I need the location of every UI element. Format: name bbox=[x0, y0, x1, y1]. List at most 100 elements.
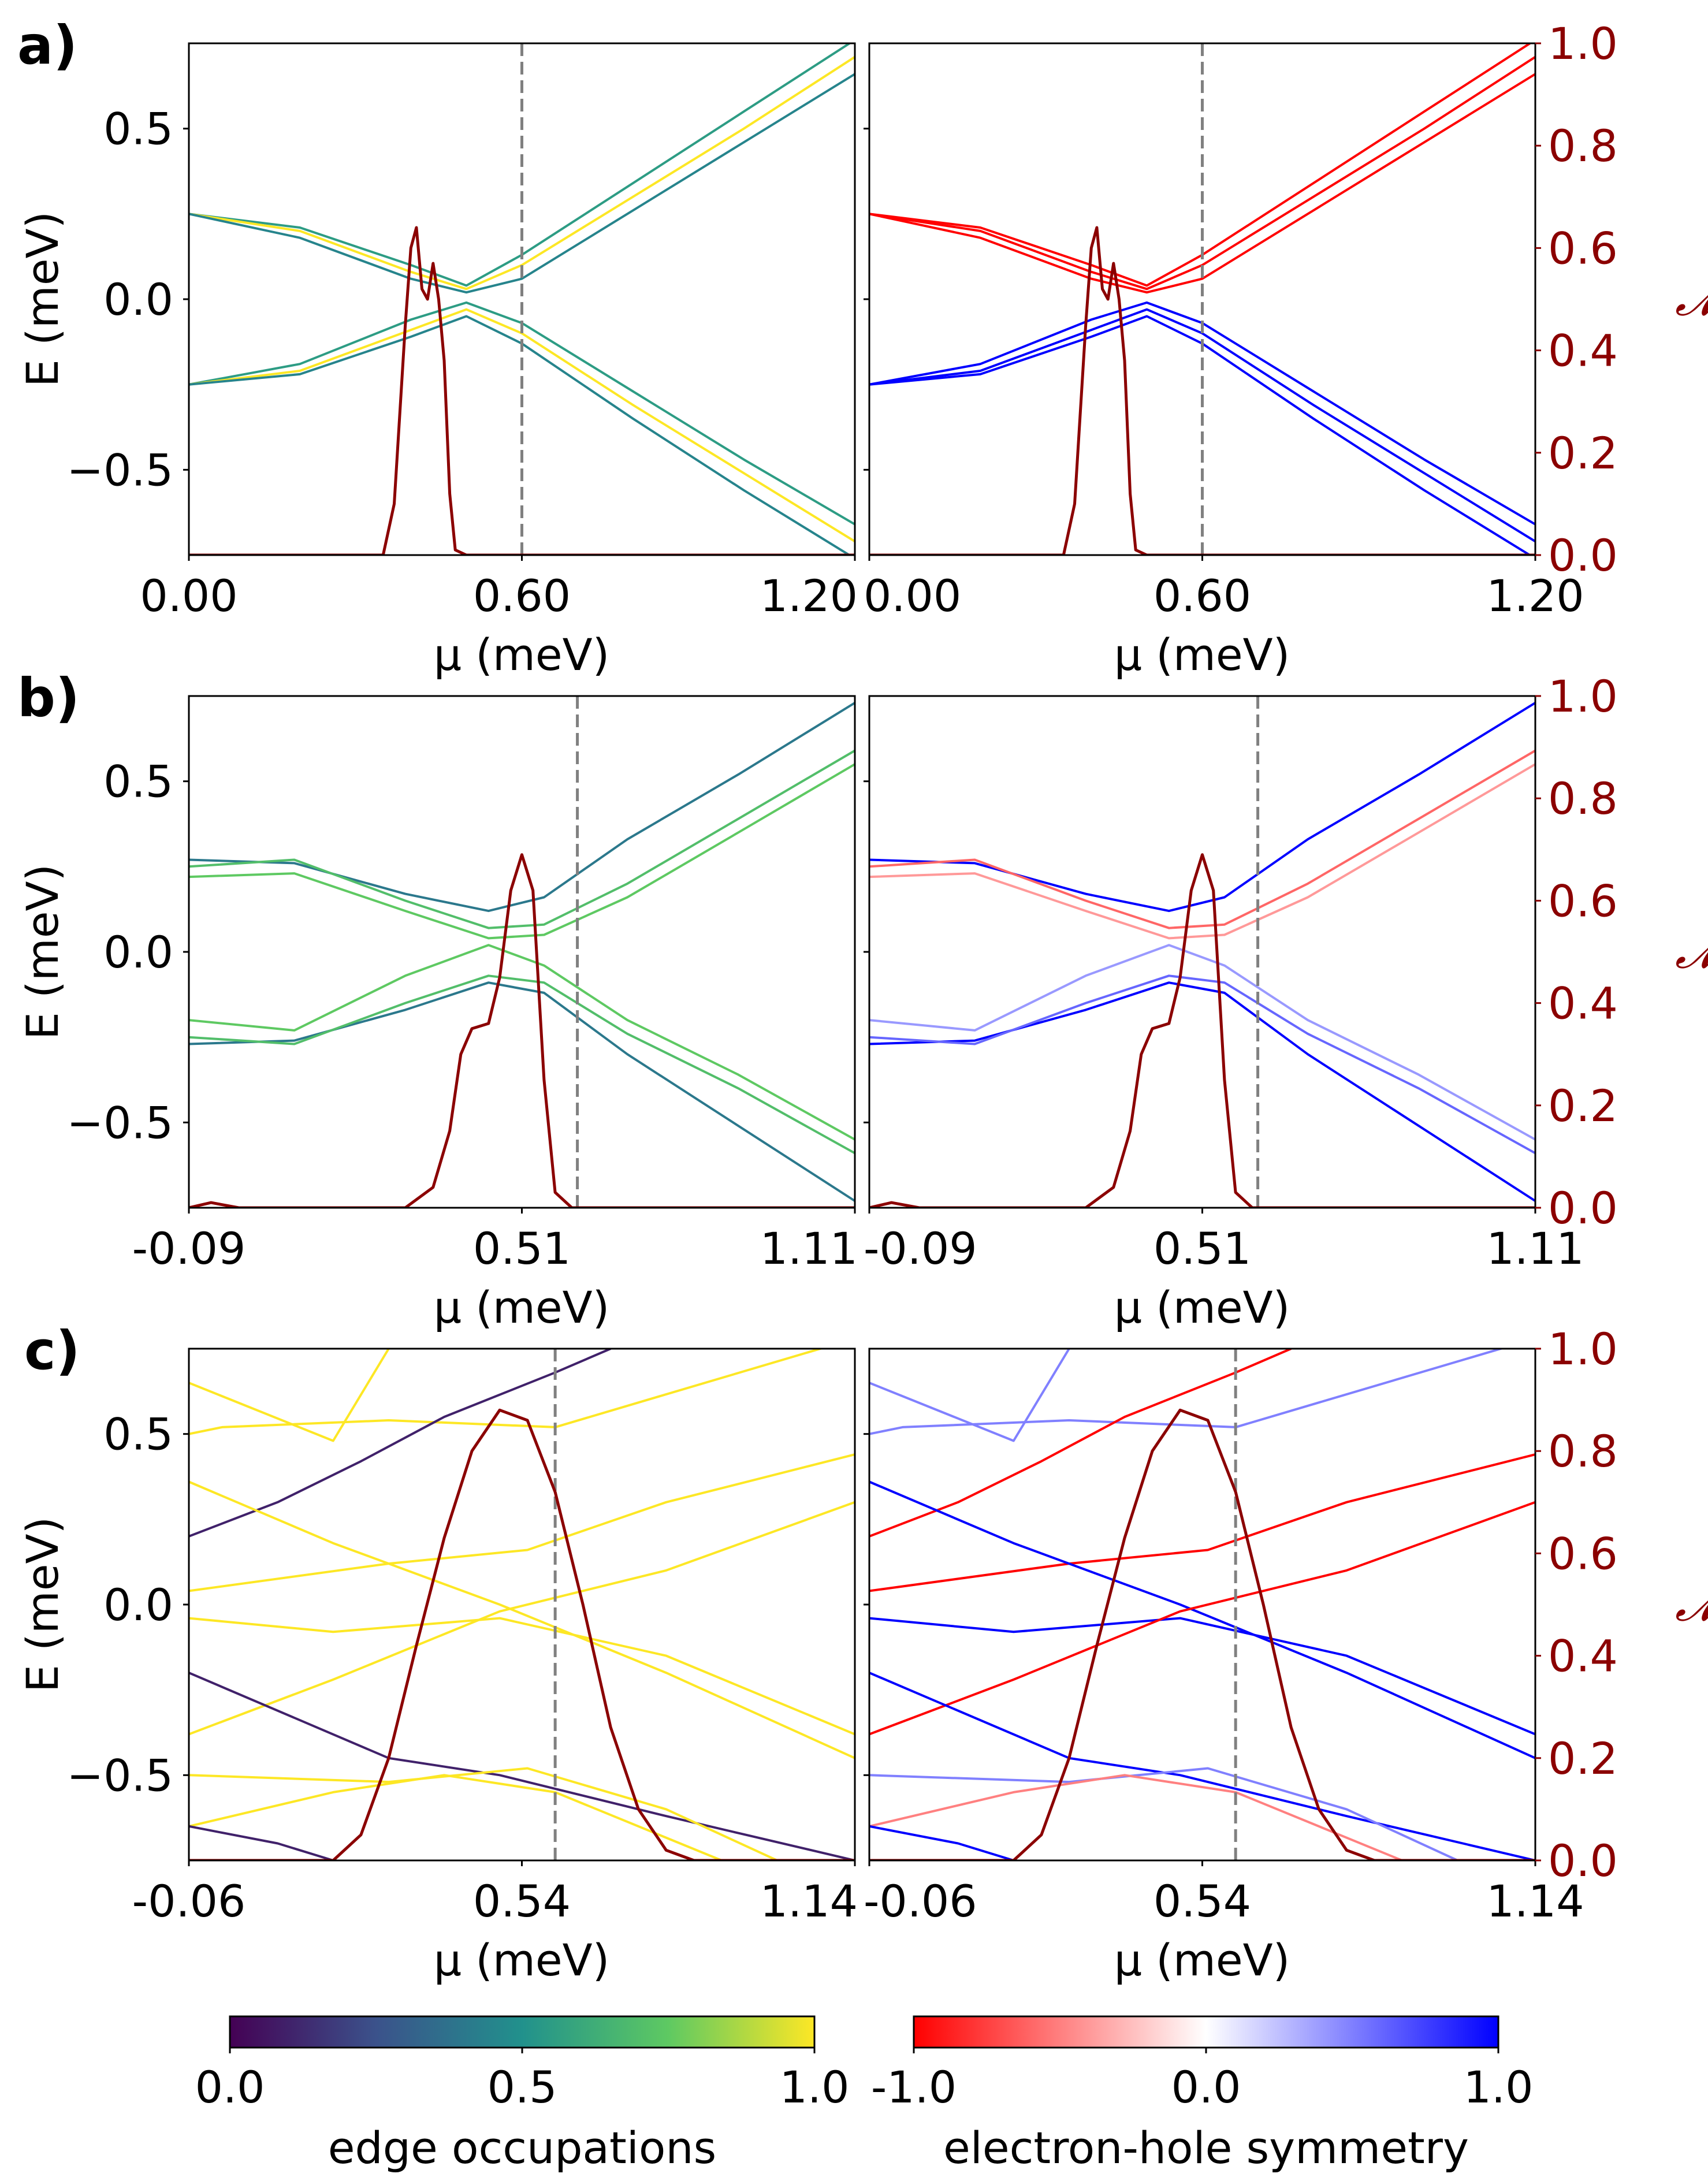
svg-text:−0.5: −0.5 bbox=[66, 1750, 173, 1801]
y2tick-a-0: 0.0 bbox=[1535, 530, 1618, 581]
y2tick-b-4: 0.8 bbox=[1535, 773, 1618, 824]
svg-text:0.0: 0.0 bbox=[1548, 1835, 1618, 1886]
svg-text:1.20: 1.20 bbox=[760, 570, 858, 621]
majorana-curve-c-right bbox=[869, 1408, 1535, 1860]
ytick-a-2: −0.5 bbox=[66, 444, 189, 496]
frame-b-left bbox=[188, 695, 856, 1209]
svg-text:0.8: 0.8 bbox=[1548, 120, 1618, 172]
band-c-right-2 bbox=[869, 1349, 1292, 1538]
colorbar-gradient-bwr bbox=[913, 2015, 1499, 2049]
svg-text:0.5: 0.5 bbox=[103, 103, 173, 155]
ylabel-b: E (meV) bbox=[17, 864, 68, 1040]
band-c-right-8 bbox=[869, 1767, 1458, 1860]
bands-b-eh bbox=[869, 702, 1535, 1202]
svg-text:0.8: 0.8 bbox=[1548, 1426, 1618, 1477]
colorbar-eh-symmetry: -1.0 0.0 1.0 electron-hole symmetry bbox=[871, 2015, 1534, 2173]
svg-text:-0.09: -0.09 bbox=[864, 1223, 977, 1274]
band-b-right-4 bbox=[869, 974, 1535, 1155]
xtick-a-right-1: 0.60 bbox=[1153, 555, 1251, 621]
svg-text:0.8: 0.8 bbox=[1548, 773, 1618, 824]
majorana-curve-c-left bbox=[189, 1408, 855, 1860]
band-b-left-4 bbox=[189, 974, 855, 1155]
band-c-left-1 bbox=[189, 1349, 825, 1435]
xtick-c-right-2: 1.14 bbox=[1486, 1860, 1584, 1927]
y2tick-b-2: 0.4 bbox=[1535, 978, 1618, 1029]
colorbar-tick: 0.0 bbox=[1171, 2061, 1241, 2113]
ytick-b-1: 0.0 bbox=[103, 926, 189, 978]
band-b-left-0 bbox=[189, 702, 855, 913]
panel-label-a: a) bbox=[17, 14, 77, 76]
svg-text:0.6: 0.6 bbox=[1548, 1528, 1618, 1579]
band-a-right-0 bbox=[869, 43, 1532, 287]
y2tick-c-5: 1.0 bbox=[1535, 1323, 1618, 1375]
xtick-b-left-2: 1.11 bbox=[760, 1208, 858, 1274]
panel-b-occupations: 0.5 0.0 −0.5 E (meV) -0.09 0.51 1.11 μ (… bbox=[17, 695, 858, 1333]
band-a-left-2 bbox=[189, 73, 855, 294]
band-a-left-4 bbox=[189, 308, 855, 543]
svg-text:1.11: 1.11 bbox=[1486, 1223, 1584, 1274]
ytick-c-1: 0.0 bbox=[103, 1579, 189, 1631]
band-b-right-3 bbox=[869, 981, 1535, 1202]
xtick-b-left-1: 0.51 bbox=[473, 1208, 571, 1274]
band-c-left-10 bbox=[189, 1825, 334, 1860]
band-c-left-7 bbox=[189, 1672, 855, 1860]
band-b-left-1 bbox=[189, 749, 855, 929]
y2label-b: 𝓜 bbox=[1675, 922, 1708, 979]
y2tick-c-4: 0.8 bbox=[1535, 1426, 1618, 1477]
xlabel-a-right: μ (meV) bbox=[1114, 629, 1290, 680]
ytick-a-1: 0.0 bbox=[103, 274, 189, 325]
ylabel-c: E (meV) bbox=[17, 1517, 68, 1692]
ytick-c-2: −0.5 bbox=[66, 1750, 189, 1801]
row-c: c) 0.5 0.0 −0.5 E (meV) -0.06 0.54 1.14 … bbox=[17, 1320, 1708, 1986]
svg-text:0.4: 0.4 bbox=[1548, 978, 1618, 1029]
band-b-right-2 bbox=[869, 763, 1535, 940]
svg-text:−0.5: −0.5 bbox=[66, 1097, 173, 1148]
ytick-a-0: 0.5 bbox=[103, 103, 189, 155]
band-c-left-4 bbox=[189, 1480, 855, 1759]
svg-text:0.54: 0.54 bbox=[473, 1875, 571, 1927]
svg-text:0.60: 0.60 bbox=[473, 570, 571, 621]
svg-text:0.0: 0.0 bbox=[1548, 530, 1618, 581]
band-c-left-8 bbox=[189, 1767, 778, 1860]
band-c-left-6 bbox=[189, 1501, 855, 1736]
ytick-b-0: 0.5 bbox=[103, 756, 189, 807]
xtick-a-left-1: 0.60 bbox=[473, 555, 571, 621]
y2tick-c-3: 0.6 bbox=[1535, 1528, 1618, 1579]
band-b-left-2 bbox=[189, 763, 855, 940]
panel-label-b: b) bbox=[17, 667, 80, 729]
band-c-right-5 bbox=[869, 1617, 1535, 1736]
band-c-left-3 bbox=[189, 1453, 855, 1592]
band-c-right-10 bbox=[869, 1825, 1014, 1860]
band-c-right-3 bbox=[869, 1453, 1535, 1592]
majorana-curve-b-right bbox=[869, 853, 1535, 1208]
panel-b-eh-symmetry: -0.09 0.51 1.11 μ (meV) 0.0 0.2 0.4 0.6 … bbox=[864, 671, 1708, 1333]
band-b-left-5 bbox=[189, 944, 855, 1141]
svg-text:0.4: 0.4 bbox=[1548, 1631, 1618, 1682]
band-c-right-6 bbox=[869, 1501, 1535, 1736]
svg-text:1.0: 1.0 bbox=[1548, 18, 1618, 69]
colorbar-tick: 1.0 bbox=[1464, 2061, 1534, 2113]
svg-text:1.14: 1.14 bbox=[1486, 1875, 1584, 1927]
bands-b-occupations bbox=[189, 702, 855, 1202]
colorbar-tick: 0.5 bbox=[488, 2061, 557, 2113]
y2tick-a-1: 0.2 bbox=[1535, 427, 1618, 479]
majorana-curve-a-right bbox=[869, 226, 1535, 555]
y2tick-c-1: 0.2 bbox=[1535, 1733, 1618, 1784]
panel-c-eh-symmetry: -0.06 0.54 1.14 μ (meV) 0.0 0.2 0.4 0.6 … bbox=[864, 1323, 1708, 1986]
svg-text:0.2: 0.2 bbox=[1548, 427, 1618, 479]
band-c-right-7 bbox=[869, 1672, 1535, 1860]
xtick-a-right-0: 0.00 bbox=[864, 555, 961, 621]
colorbar-tick: 0.0 bbox=[195, 2061, 265, 2113]
panel-c-occupations: 0.5 0.0 −0.5 E (meV) -0.06 0.54 1.14 μ (… bbox=[17, 1348, 858, 1986]
y2tick-b-1: 0.2 bbox=[1535, 1080, 1618, 1132]
panel-label-c: c) bbox=[24, 1320, 80, 1382]
svg-text:-0.06: -0.06 bbox=[132, 1875, 246, 1927]
xtick-c-left-1: 0.54 bbox=[473, 1860, 571, 1927]
band-b-left-3 bbox=[189, 981, 855, 1202]
majorana-curve-b-left bbox=[189, 853, 855, 1208]
svg-text:0.5: 0.5 bbox=[103, 1409, 173, 1460]
svg-text:0.5: 0.5 bbox=[103, 756, 173, 807]
svg-text:0.60: 0.60 bbox=[1153, 570, 1251, 621]
svg-text:0.2: 0.2 bbox=[1548, 1733, 1618, 1784]
band-c-left-9 bbox=[189, 1774, 723, 1860]
